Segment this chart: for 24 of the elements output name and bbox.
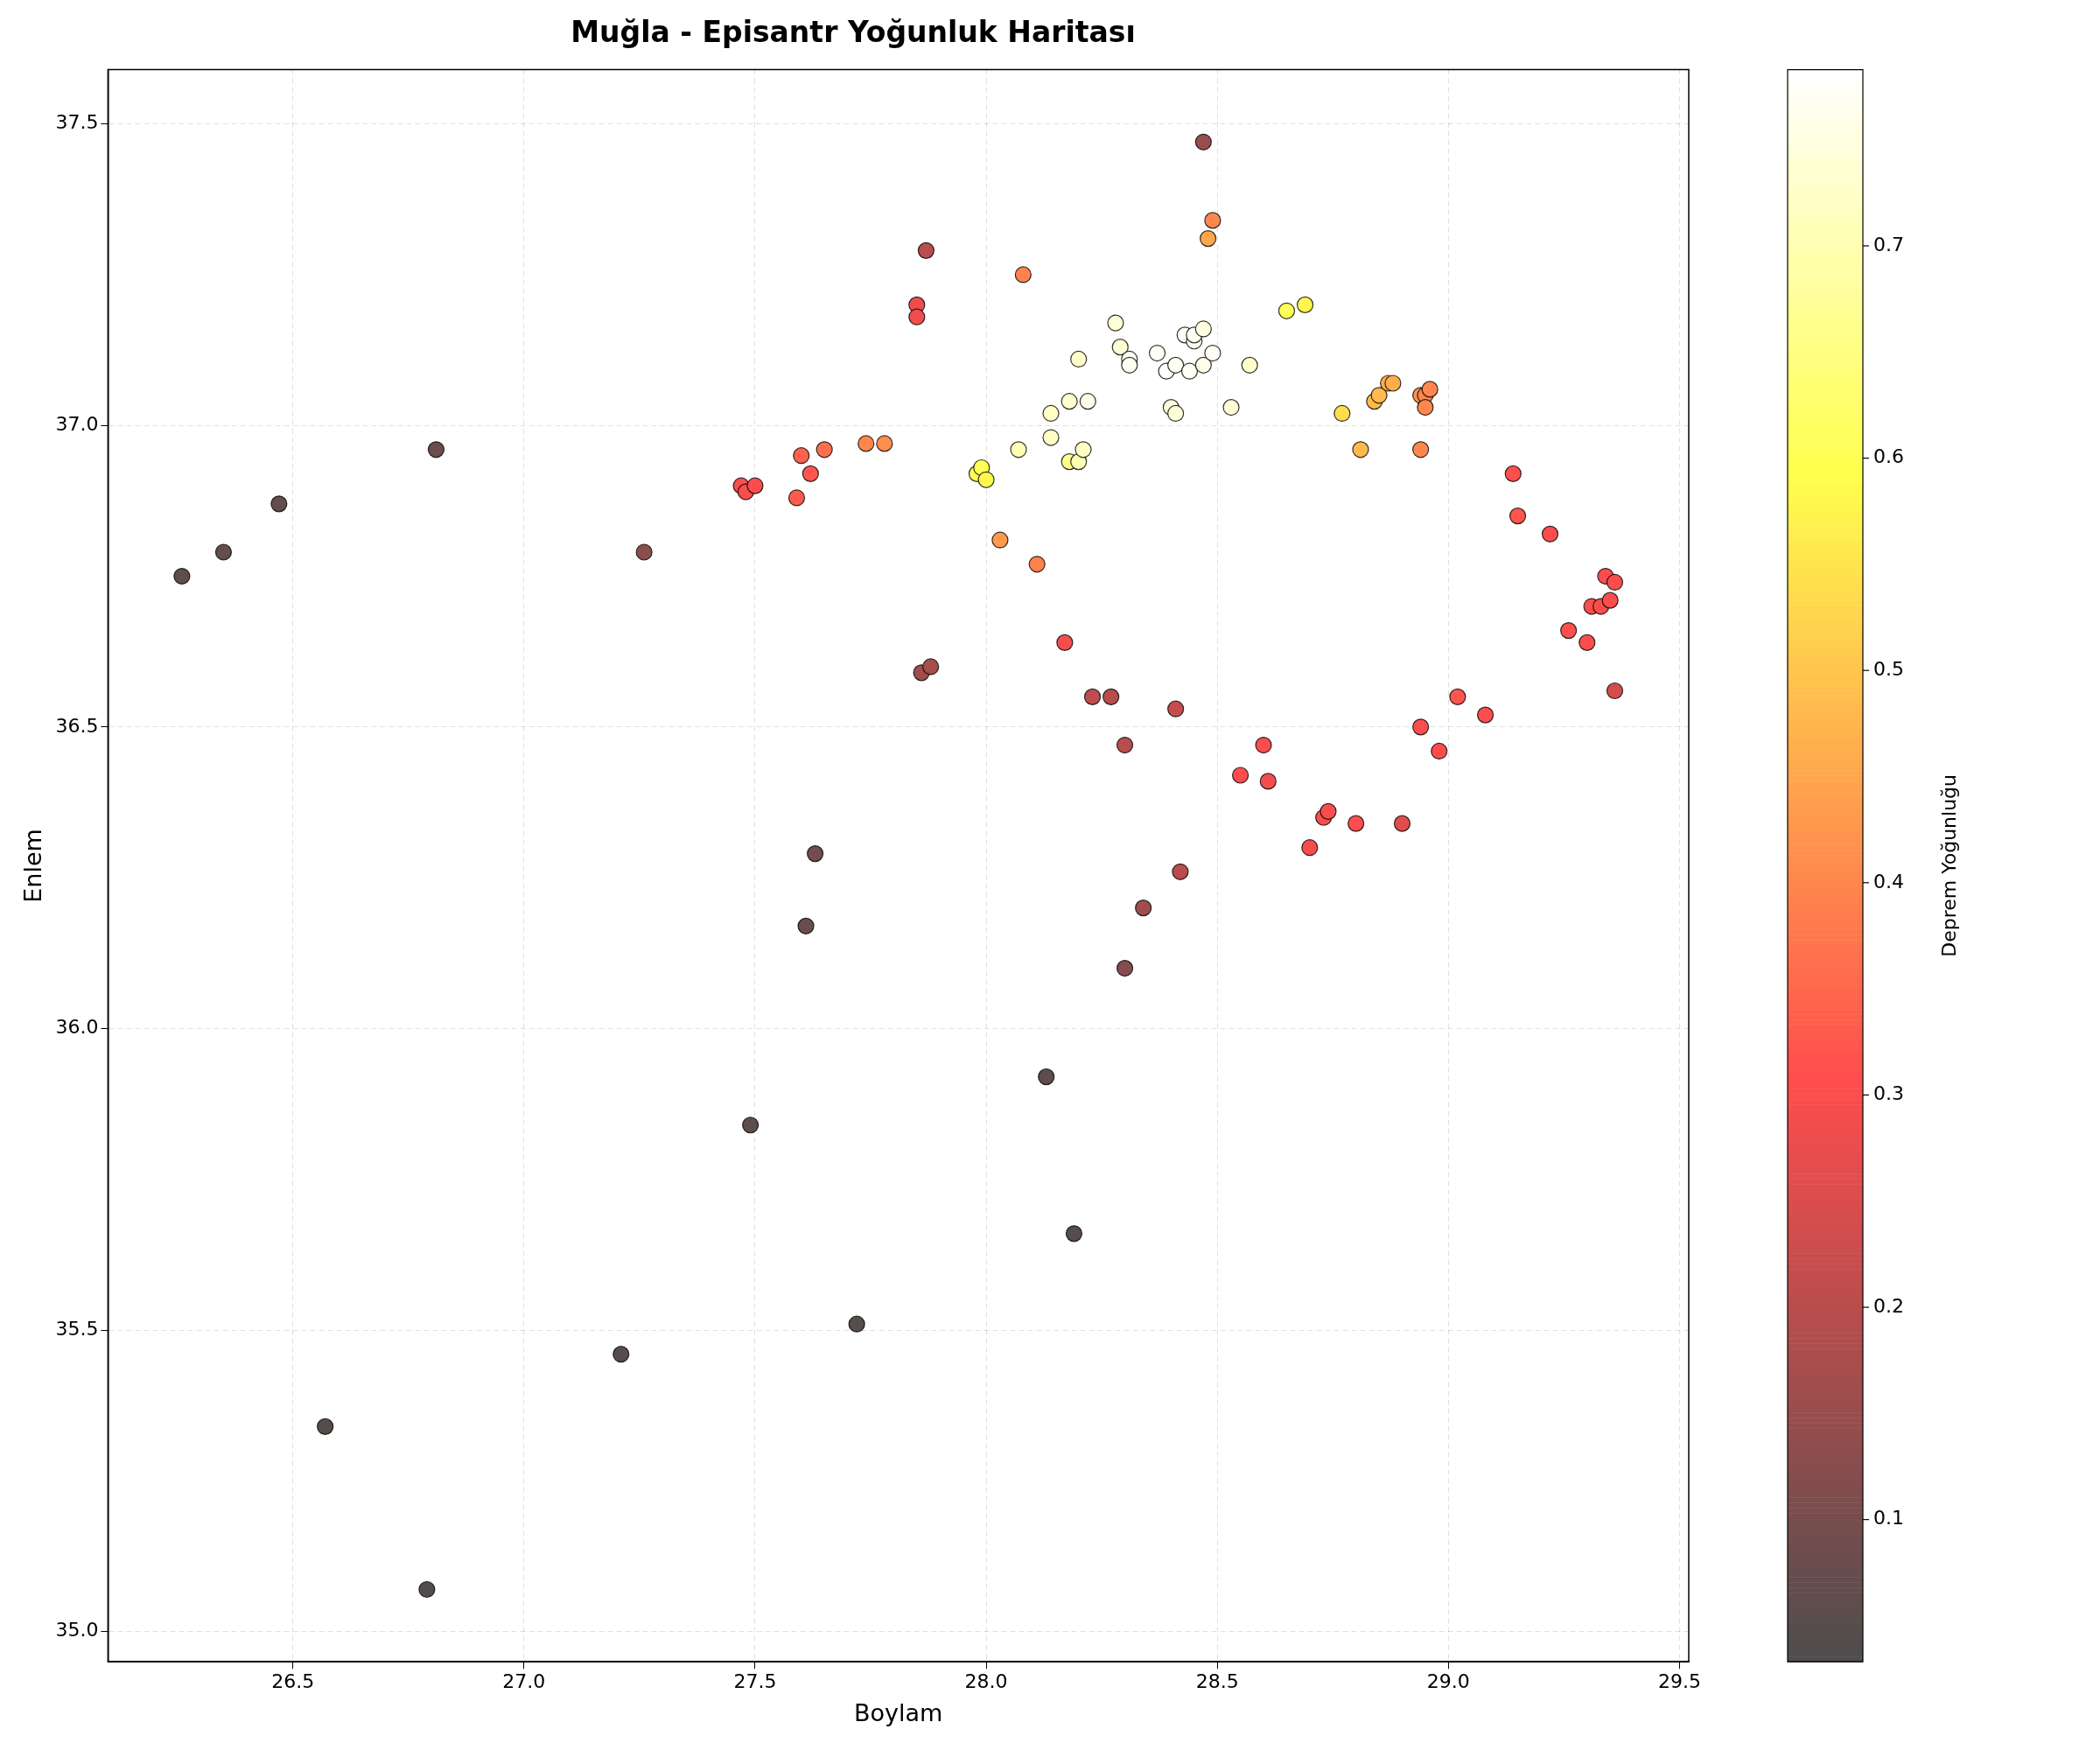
y-tick-label: 37.0 bbox=[55, 412, 99, 435]
y-tick-label: 36.0 bbox=[55, 1016, 99, 1039]
color-bar-title: Deprem Yoğunluğu bbox=[1937, 774, 1960, 957]
x-tick-label: 26.5 bbox=[271, 1670, 315, 1693]
color-bar-label: 0.7 bbox=[1873, 233, 1904, 256]
y-tick-label: 35.0 bbox=[55, 1619, 99, 1642]
x-tick-label: 29.5 bbox=[1657, 1670, 1701, 1693]
y-tick-label: 37.5 bbox=[55, 111, 99, 134]
y-tick-label: 36.5 bbox=[55, 714, 99, 737]
x-tick-label: 28.5 bbox=[1195, 1670, 1239, 1693]
color-bar-label: 0.2 bbox=[1873, 1294, 1904, 1317]
x-tick-label: 27.0 bbox=[502, 1670, 546, 1693]
chart-title: Muğla - Episantr Yoğunluk Haritası bbox=[570, 15, 1136, 50]
color-bar-label: 0.1 bbox=[1873, 1507, 1904, 1530]
x-tick-label: 29.0 bbox=[1426, 1670, 1470, 1693]
color-bar-label: 0.6 bbox=[1873, 445, 1904, 468]
x-tick-label: 27.5 bbox=[733, 1670, 777, 1693]
x-tick-label: 28.0 bbox=[964, 1670, 1008, 1693]
x-axis-title: Boylam bbox=[854, 1698, 943, 1726]
y-axis-title: Enlem bbox=[19, 829, 47, 903]
y-tick-label: 35.5 bbox=[55, 1317, 99, 1340]
color-bar-label: 0.4 bbox=[1873, 870, 1904, 892]
color-bar-label: 0.3 bbox=[1873, 1082, 1904, 1105]
color-bar-label: 0.5 bbox=[1873, 657, 1904, 680]
